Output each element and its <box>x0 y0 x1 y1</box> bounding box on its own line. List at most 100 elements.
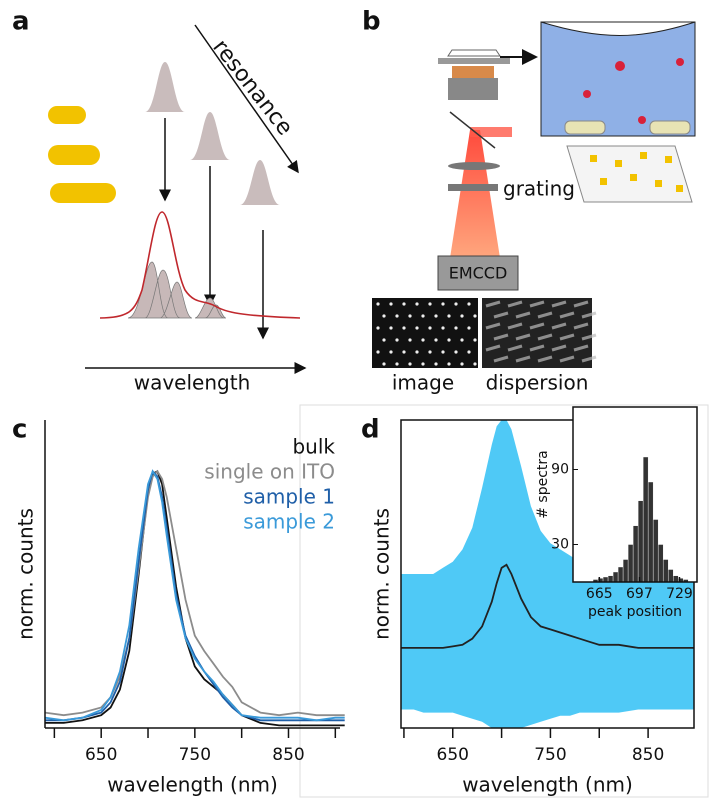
x-tick-label: 850 <box>632 745 664 765</box>
streak <box>559 333 575 341</box>
spot <box>473 314 477 318</box>
axis-label: wavelength <box>134 371 251 395</box>
spot <box>467 302 471 306</box>
arrow-label: resonance <box>207 35 297 140</box>
spot <box>408 362 412 366</box>
spot <box>421 314 425 318</box>
streak <box>573 322 589 330</box>
spectrum-line <box>401 563 694 649</box>
spot <box>467 350 471 354</box>
y-axis-label: norm. counts <box>14 508 38 640</box>
x-tick-label: 750 <box>534 745 566 765</box>
legend-entry: sample 2 <box>243 510 335 534</box>
streak <box>529 322 545 330</box>
gaussian <box>240 160 280 205</box>
streak <box>581 333 597 341</box>
sample <box>447 49 501 57</box>
nanorod <box>48 106 86 124</box>
spot <box>415 326 419 330</box>
spot <box>460 314 464 318</box>
streak <box>551 322 567 330</box>
streak <box>559 355 575 363</box>
histogram-bar <box>637 500 644 583</box>
streak <box>529 300 545 308</box>
composite-spectrum <box>99 211 301 319</box>
spot <box>389 326 393 330</box>
streak <box>573 300 589 308</box>
spot <box>376 326 380 330</box>
rod <box>649 120 691 135</box>
streak <box>507 300 523 308</box>
spot <box>415 350 419 354</box>
histogram-bar <box>667 569 674 583</box>
histogram-bar <box>617 566 624 583</box>
streak <box>485 344 501 352</box>
y-axis-label: norm. counts <box>370 508 394 640</box>
spot <box>434 362 438 366</box>
spot <box>473 362 477 366</box>
legend-entry: bulk <box>292 435 335 459</box>
y-tick-label: 90 <box>551 462 569 478</box>
beam <box>470 127 512 137</box>
panel-label: d <box>361 415 380 445</box>
grating-label: grating <box>503 177 575 201</box>
spot <box>441 350 445 354</box>
lens <box>448 162 500 170</box>
spot <box>402 302 406 306</box>
spot <box>421 338 425 342</box>
x-tick-label: 697 <box>626 586 653 602</box>
rod <box>564 120 606 135</box>
spot <box>389 350 393 354</box>
spot <box>421 362 425 366</box>
histogram-bar <box>673 575 679 583</box>
particle <box>615 61 625 71</box>
streak <box>581 355 597 363</box>
streak <box>529 344 545 352</box>
streak <box>485 300 501 308</box>
objective <box>452 66 494 78</box>
streak <box>507 322 523 330</box>
x-tick-label: 729 <box>666 586 693 602</box>
spot <box>473 338 477 342</box>
spot <box>428 350 432 354</box>
particle <box>676 58 684 66</box>
streak <box>515 333 531 341</box>
spot <box>376 302 380 306</box>
noise-band <box>401 420 694 728</box>
spot <box>441 326 445 330</box>
sample-chamber <box>540 21 696 137</box>
spot <box>434 314 438 318</box>
spot <box>382 362 386 366</box>
nanorod <box>48 145 100 165</box>
particle <box>583 90 591 98</box>
spot <box>376 350 380 354</box>
x-axis-label: wavelength (nm) <box>462 773 633 797</box>
spot <box>447 338 451 342</box>
spot <box>454 350 458 354</box>
x-axis-label: wavelength (nm) <box>107 773 278 797</box>
spot <box>408 338 412 342</box>
spot <box>382 314 386 318</box>
histogram-bar <box>647 481 654 583</box>
x-axis-label: peak position <box>588 604 682 620</box>
spot <box>395 338 399 342</box>
rod-array <box>590 152 683 192</box>
particle <box>638 116 646 124</box>
panel-label: b <box>362 7 381 37</box>
spot <box>415 302 419 306</box>
spot <box>382 338 386 342</box>
dispersion-streaks <box>485 300 597 363</box>
x-tick-label: 850 <box>272 745 304 765</box>
histogram-bar <box>612 571 619 583</box>
histogram-bar <box>622 559 629 583</box>
panel-label: a <box>12 7 30 37</box>
dispersion-tile <box>482 298 592 368</box>
streak <box>551 344 567 352</box>
spot <box>395 314 399 318</box>
spot <box>402 326 406 330</box>
x-tick-label: 750 <box>179 745 211 765</box>
gaussian-stack <box>127 261 227 319</box>
gaussian <box>190 112 230 160</box>
histogram-bar <box>632 525 639 583</box>
